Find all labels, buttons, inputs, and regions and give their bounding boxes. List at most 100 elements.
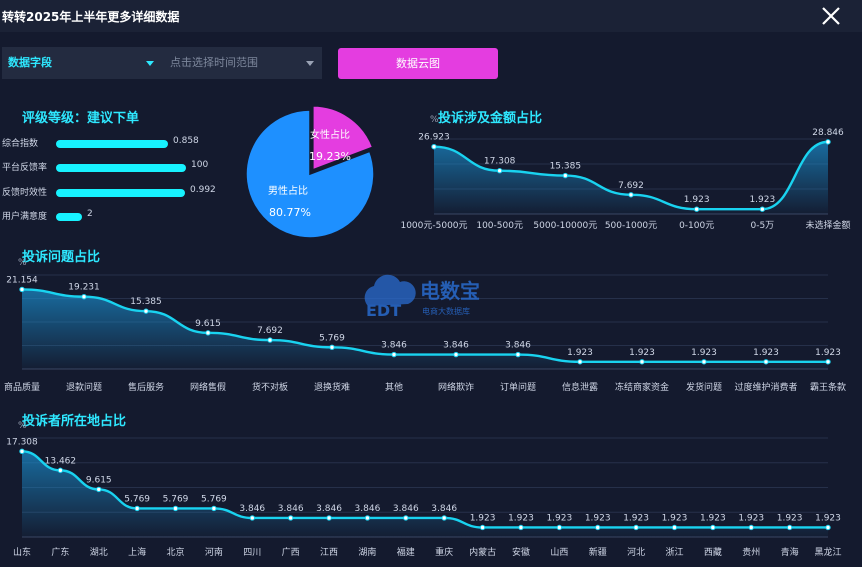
data-point — [556, 524, 563, 531]
issue-area-chart: % 21.154 商品质量 19.231 退款问题 15.385 售后服务 9.615 网络售假… — [4, 258, 846, 393]
data-label: 1.923 — [629, 348, 655, 358]
data-cloud-button[interactable]: 数据云图 — [338, 48, 498, 79]
data-label: 9.615 — [195, 319, 221, 329]
data-label: 9.615 — [86, 475, 112, 485]
data-point — [249, 515, 255, 521]
data-point — [205, 330, 211, 336]
data-label: 7.692 — [257, 326, 283, 336]
x-tick-label: 商品质量 — [4, 381, 40, 393]
data-point — [671, 524, 678, 531]
x-tick-label: 发货问题 — [686, 381, 722, 393]
data-point — [287, 515, 294, 521]
filter-bar: 数据字段 点击选择时间范围 — [2, 47, 322, 79]
data-label: 1.923 — [546, 513, 572, 523]
data-point — [825, 139, 831, 145]
data-point — [515, 351, 521, 358]
x-tick-label: 霸王条款 — [810, 381, 846, 393]
data-point — [825, 359, 831, 365]
data-label: 1.923 — [623, 513, 649, 523]
time-range-placeholder: 点击选择时间范围 — [170, 56, 258, 69]
x-tick-label: 贵州 — [742, 546, 760, 558]
rating-value: 0.858 — [173, 136, 199, 146]
x-tick-label: 青海 — [781, 546, 799, 558]
close-icon[interactable] — [820, 5, 842, 27]
data-point — [479, 524, 486, 531]
data-label: 15.385 — [550, 162, 582, 172]
data-point — [710, 524, 716, 531]
data-point — [628, 192, 634, 198]
rating-value: 2 — [87, 209, 93, 219]
data-point — [19, 448, 25, 455]
x-tick-label: 山东 — [13, 546, 31, 558]
rating-row: 用户满意度 2 — [0, 209, 240, 223]
data-label: 5.769 — [201, 494, 227, 504]
watermark-brand: 电数宝 — [420, 279, 480, 303]
data-label: 5.769 — [319, 333, 345, 343]
x-tick-label: 其他 — [385, 381, 403, 393]
rating-value: 100 — [191, 160, 209, 170]
x-tick-label: 河南 — [205, 546, 223, 558]
x-tick-label: 四川 — [243, 548, 261, 558]
x-tick-label: 冻结商家资金 — [615, 381, 669, 393]
pie-slice — [245, 109, 375, 239]
pie-label: 男性占比 — [268, 184, 308, 197]
x-tick-label: 0-100元 — [679, 221, 714, 231]
rating-row: 平台反馈率 100 — [0, 160, 240, 174]
x-tick-label: 广东 — [51, 546, 69, 558]
x-tick-label: 黑龙江 — [814, 546, 841, 558]
data-point — [763, 359, 769, 365]
rating-label: 平台反馈率 — [2, 163, 48, 173]
data-label: 19.231 — [68, 283, 100, 293]
x-tick-label: 新疆 — [589, 546, 607, 558]
data-label: 1.923 — [753, 348, 779, 358]
data-label: 28.846 — [812, 128, 844, 138]
x-tick-label: 北京 — [167, 546, 185, 558]
field-select-label: 数据字段 — [8, 56, 52, 69]
data-point — [595, 524, 601, 531]
rating-bar — [56, 140, 168, 148]
watermark-logo-text: EDT — [366, 301, 401, 320]
area-fill — [22, 451, 828, 537]
data-point — [329, 344, 335, 351]
x-tick-label: 过度维护消费者 — [734, 381, 797, 393]
x-tick-label: 信息泄露 — [562, 381, 598, 393]
x-tick-label: 100-500元 — [476, 221, 523, 231]
data-label: 15.385 — [130, 297, 162, 307]
rating-row: 综合指数 0.858 — [0, 136, 240, 150]
data-point — [172, 505, 179, 512]
y-axis-unit: % — [430, 115, 439, 125]
x-tick-label: 浙江 — [665, 546, 683, 558]
x-tick-label: 上海 — [128, 546, 146, 558]
x-tick-label: 货不对板 — [252, 381, 288, 393]
data-point — [143, 308, 149, 314]
data-point — [391, 351, 397, 358]
data-label: 3.846 — [355, 504, 381, 514]
x-tick-label: 河北 — [627, 546, 645, 558]
data-point — [57, 467, 64, 474]
location-chart-title: 投诉者所在地占比 — [22, 414, 127, 429]
title-bar: 转转2025年上半年更多详细数据 — [0, 0, 862, 32]
x-tick-label: 西藏 — [704, 546, 722, 558]
data-point — [693, 206, 700, 212]
x-tick-label: 0-5万 — [750, 221, 774, 231]
x-tick-label: 5000-10000元 — [533, 221, 597, 231]
field-select[interactable]: 数据字段 — [8, 47, 158, 79]
rating-label: 综合指数 — [2, 139, 39, 149]
issue-chart-title: 投诉问题占比 — [22, 250, 101, 265]
data-label: 1.923 — [815, 348, 841, 358]
rating-bar — [56, 164, 186, 172]
rating-value: 0.992 — [190, 185, 216, 195]
x-tick-label: 内蒙古 — [469, 546, 496, 558]
x-tick-label: 广西 — [282, 546, 300, 558]
area-fill — [22, 289, 828, 369]
data-point — [786, 524, 793, 531]
data-label: 1.923 — [470, 513, 496, 523]
data-point — [639, 359, 645, 365]
time-range-select[interactable]: 点击选择时间范围 — [170, 47, 320, 79]
x-tick-label: 江西 — [320, 547, 338, 558]
data-point — [267, 337, 273, 343]
rating-title: 评级等级：建议下单 — [22, 111, 140, 126]
data-label: 17.308 — [6, 437, 38, 447]
data-point — [81, 293, 87, 300]
data-label: 21.154 — [6, 275, 38, 285]
